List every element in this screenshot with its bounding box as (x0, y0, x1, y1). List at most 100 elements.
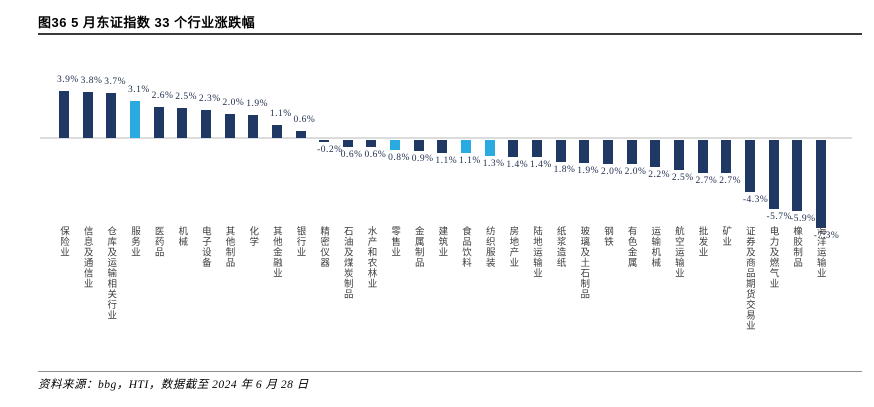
category-label-20: 陆地运输业 (531, 226, 541, 279)
value-label-21: 1.8% (553, 164, 576, 175)
category-label-29: 证券及商品期货交易业 (743, 226, 754, 331)
bar-17 (461, 140, 472, 154)
bar-7 (224, 113, 235, 138)
category-label-17: 食品饮料 (460, 226, 471, 268)
category-label-5: 机械 (176, 226, 187, 247)
category-label-18: 纺织服装 (483, 226, 494, 268)
value-label-29: -4.3% (742, 194, 769, 205)
value-label-5: 2.5% (175, 91, 198, 102)
bar-30 (768, 140, 779, 209)
category-label-21: 纸浆造纸 (554, 226, 565, 268)
category-label-6: 电子设备 (199, 226, 210, 268)
bar-16 (437, 140, 448, 154)
value-label-18: 1.3% (482, 158, 505, 169)
value-label-8: 1.9% (246, 99, 268, 110)
bar-13 (366, 140, 377, 148)
value-label-16: 1.1% (435, 156, 458, 167)
bar-3 (129, 100, 140, 138)
value-label-28: 2.7% (719, 175, 741, 186)
category-label-4: 医药品 (152, 226, 163, 258)
category-label-14: 零售业 (389, 226, 400, 258)
bar-29 (744, 140, 755, 192)
source-note: 资料来源：bbg，HTI，数据截至 2024 年 6 月 28 日 (38, 379, 309, 391)
bar-4 (153, 106, 164, 138)
category-label-10: 银行业 (294, 226, 305, 258)
value-label-19: 1.4% (506, 159, 529, 170)
bar-2 (106, 93, 117, 138)
bar-19 (508, 140, 519, 157)
category-label-7: 其他制品 (223, 226, 234, 268)
zero-axis-line (40, 137, 852, 139)
category-label-24: 有色金属 (625, 226, 636, 268)
value-label-27: 2.7% (695, 175, 718, 186)
value-label-1: 3.8% (80, 76, 103, 87)
category-label-32: 海洋运输业 (814, 226, 825, 279)
value-label-32: -7.3% (813, 230, 840, 241)
bar-21 (555, 140, 566, 162)
bar-9 (271, 124, 282, 138)
bar-32 (815, 140, 826, 228)
value-label-30: -5.7% (766, 211, 792, 222)
value-label-24: 2.0% (624, 167, 647, 178)
value-label-22: 1.9% (577, 165, 600, 176)
bar-28 (721, 140, 732, 173)
value-label-31: -5.9% (790, 214, 816, 225)
category-label-1: 信息及通信业 (81, 226, 92, 289)
category-label-25: 运输机械 (649, 226, 660, 268)
bar-14 (390, 140, 401, 150)
value-label-25: 2.2% (648, 169, 671, 180)
category-label-2: 仓库及运输相关行业 (105, 226, 116, 321)
category-label-3: 服务业 (128, 226, 139, 258)
value-label-0: 3.9% (57, 75, 79, 85)
category-label-19: 房地产业 (507, 226, 518, 268)
bar-12 (342, 140, 353, 148)
category-label-26: 航空运输业 (672, 226, 683, 279)
value-label-14: 0.8% (388, 152, 410, 163)
bar-25 (650, 140, 661, 167)
category-label-8: 化学 (247, 226, 258, 247)
bar-27 (697, 140, 708, 173)
category-label-31: 橡胶制品 (791, 226, 802, 268)
category-label-9: 其他金融业 (270, 226, 281, 279)
value-label-3: 3.1% (127, 84, 150, 95)
category-label-27: 批发业 (696, 226, 707, 258)
figure-title: 图36 5 月东证指数 33 个行业涨跌幅 (38, 15, 256, 30)
category-label-13: 水产和农林业 (365, 226, 376, 289)
bar-6 (200, 110, 211, 138)
footer-divider (38, 371, 862, 372)
category-label-0: 保险业 (58, 226, 68, 258)
value-label-10: 0.6% (293, 114, 316, 125)
bar-8 (248, 115, 259, 138)
value-label-6: 2.3% (198, 94, 221, 105)
category-label-11: 精密仪器 (318, 226, 329, 268)
bar-15 (413, 140, 424, 151)
bar-31 (792, 140, 803, 212)
bar-22 (579, 140, 590, 163)
bar-23 (602, 140, 613, 165)
bar-24 (626, 140, 637, 165)
value-label-11: -0.2% (317, 145, 343, 156)
category-label-30: 电力及燃气业 (767, 226, 778, 289)
category-label-28: 矿业 (720, 226, 731, 247)
category-label-23: 钢铁 (601, 226, 612, 247)
value-label-15: 0.9% (411, 153, 434, 164)
bar-1 (82, 92, 93, 138)
category-label-16: 建筑业 (436, 226, 447, 258)
category-label-22: 玻璃及土石制品 (578, 226, 589, 300)
value-label-26: 2.5% (671, 173, 694, 184)
value-label-17: 1.1% (459, 156, 481, 167)
title-divider (38, 33, 862, 35)
bar-11 (319, 140, 330, 143)
category-label-12: 石油及煤炭制品 (341, 226, 352, 300)
value-label-12: 0.6% (340, 150, 363, 161)
bar-0 (59, 91, 69, 138)
value-label-7: 2.0% (222, 97, 245, 108)
value-label-20: 1.4% (530, 159, 552, 170)
bar-20 (532, 140, 542, 157)
value-label-9: 1.1% (269, 108, 292, 119)
bar-26 (673, 140, 684, 171)
bar-5 (177, 107, 188, 138)
value-label-2: 3.7% (104, 77, 127, 88)
bar-18 (484, 140, 495, 156)
